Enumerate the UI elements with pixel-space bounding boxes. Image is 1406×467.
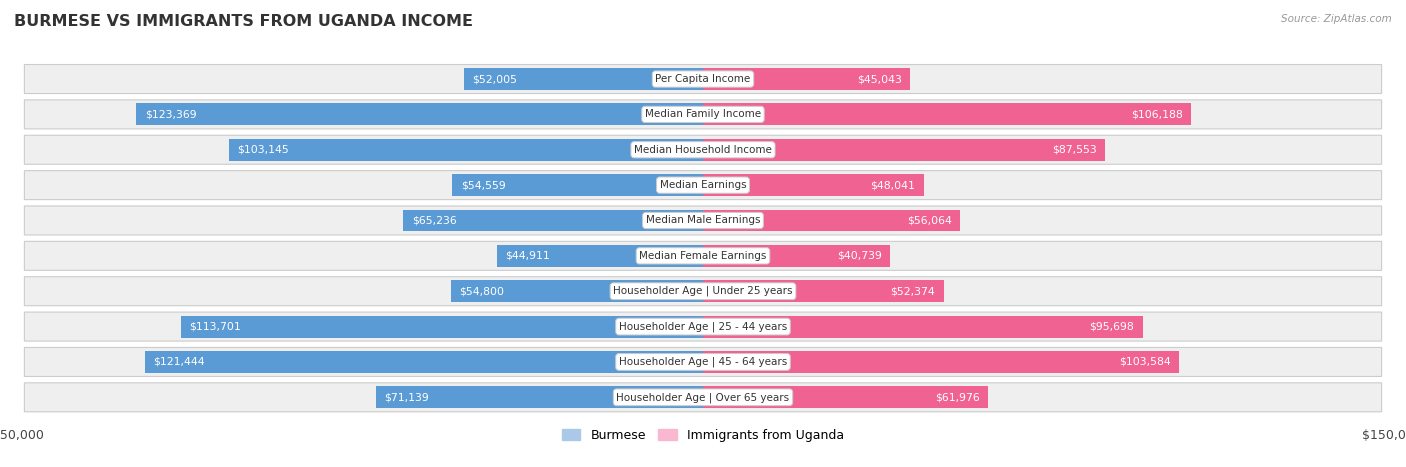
Text: Median Family Income: Median Family Income [645, 109, 761, 120]
Text: $52,374: $52,374 [890, 286, 935, 296]
FancyBboxPatch shape [24, 206, 1382, 235]
FancyBboxPatch shape [24, 312, 1382, 341]
Bar [703, 245, 890, 267]
Text: $103,584: $103,584 [1119, 357, 1170, 367]
FancyBboxPatch shape [24, 347, 1382, 376]
Text: $87,553: $87,553 [1052, 145, 1097, 155]
Bar [136, 103, 703, 125]
Text: $45,043: $45,043 [856, 74, 901, 84]
FancyBboxPatch shape [24, 100, 1382, 129]
FancyBboxPatch shape [24, 170, 1382, 199]
Bar [496, 245, 703, 267]
Text: Householder Age | 45 - 64 years: Householder Age | 45 - 64 years [619, 357, 787, 367]
Bar [377, 386, 703, 408]
Text: BURMESE VS IMMIGRANTS FROM UGANDA INCOME: BURMESE VS IMMIGRANTS FROM UGANDA INCOME [14, 14, 472, 29]
Text: Median Earnings: Median Earnings [659, 180, 747, 190]
Text: Per Capita Income: Per Capita Income [655, 74, 751, 84]
Text: Median Female Earnings: Median Female Earnings [640, 251, 766, 261]
Text: $123,369: $123,369 [145, 109, 197, 120]
Bar [703, 351, 1178, 373]
Text: Householder Age | Over 65 years: Householder Age | Over 65 years [616, 392, 790, 403]
Bar [703, 174, 924, 196]
Text: $95,698: $95,698 [1090, 322, 1135, 332]
Text: $40,739: $40,739 [837, 251, 882, 261]
Text: $103,145: $103,145 [238, 145, 290, 155]
FancyBboxPatch shape [24, 241, 1382, 270]
Bar [703, 68, 910, 90]
Text: $113,701: $113,701 [188, 322, 240, 332]
Text: Source: ZipAtlas.com: Source: ZipAtlas.com [1281, 14, 1392, 24]
Bar [453, 174, 703, 196]
Text: $106,188: $106,188 [1130, 109, 1182, 120]
Bar [703, 280, 943, 302]
Bar [703, 139, 1105, 161]
Bar [703, 386, 987, 408]
Bar [703, 103, 1191, 125]
Text: $48,041: $48,041 [870, 180, 915, 190]
Bar [145, 351, 703, 373]
Text: $54,559: $54,559 [461, 180, 505, 190]
FancyBboxPatch shape [24, 277, 1382, 306]
Text: $54,800: $54,800 [460, 286, 505, 296]
Text: $56,064: $56,064 [907, 215, 952, 226]
Text: $71,139: $71,139 [384, 392, 429, 402]
Bar [703, 316, 1143, 338]
Text: Householder Age | Under 25 years: Householder Age | Under 25 years [613, 286, 793, 297]
Text: $44,911: $44,911 [505, 251, 550, 261]
Text: Householder Age | 25 - 44 years: Householder Age | 25 - 44 years [619, 321, 787, 332]
Bar [464, 68, 703, 90]
FancyBboxPatch shape [24, 64, 1382, 93]
Text: Median Household Income: Median Household Income [634, 145, 772, 155]
Bar [181, 316, 703, 338]
Text: Median Male Earnings: Median Male Earnings [645, 215, 761, 226]
Text: $65,236: $65,236 [412, 215, 457, 226]
Text: $61,976: $61,976 [935, 392, 980, 402]
FancyBboxPatch shape [24, 135, 1382, 164]
Bar [451, 280, 703, 302]
Legend: Burmese, Immigrants from Uganda: Burmese, Immigrants from Uganda [557, 424, 849, 447]
Bar [229, 139, 703, 161]
Text: $121,444: $121,444 [153, 357, 205, 367]
Bar [404, 210, 703, 232]
Bar [703, 210, 960, 232]
Text: $52,005: $52,005 [472, 74, 517, 84]
FancyBboxPatch shape [24, 383, 1382, 412]
